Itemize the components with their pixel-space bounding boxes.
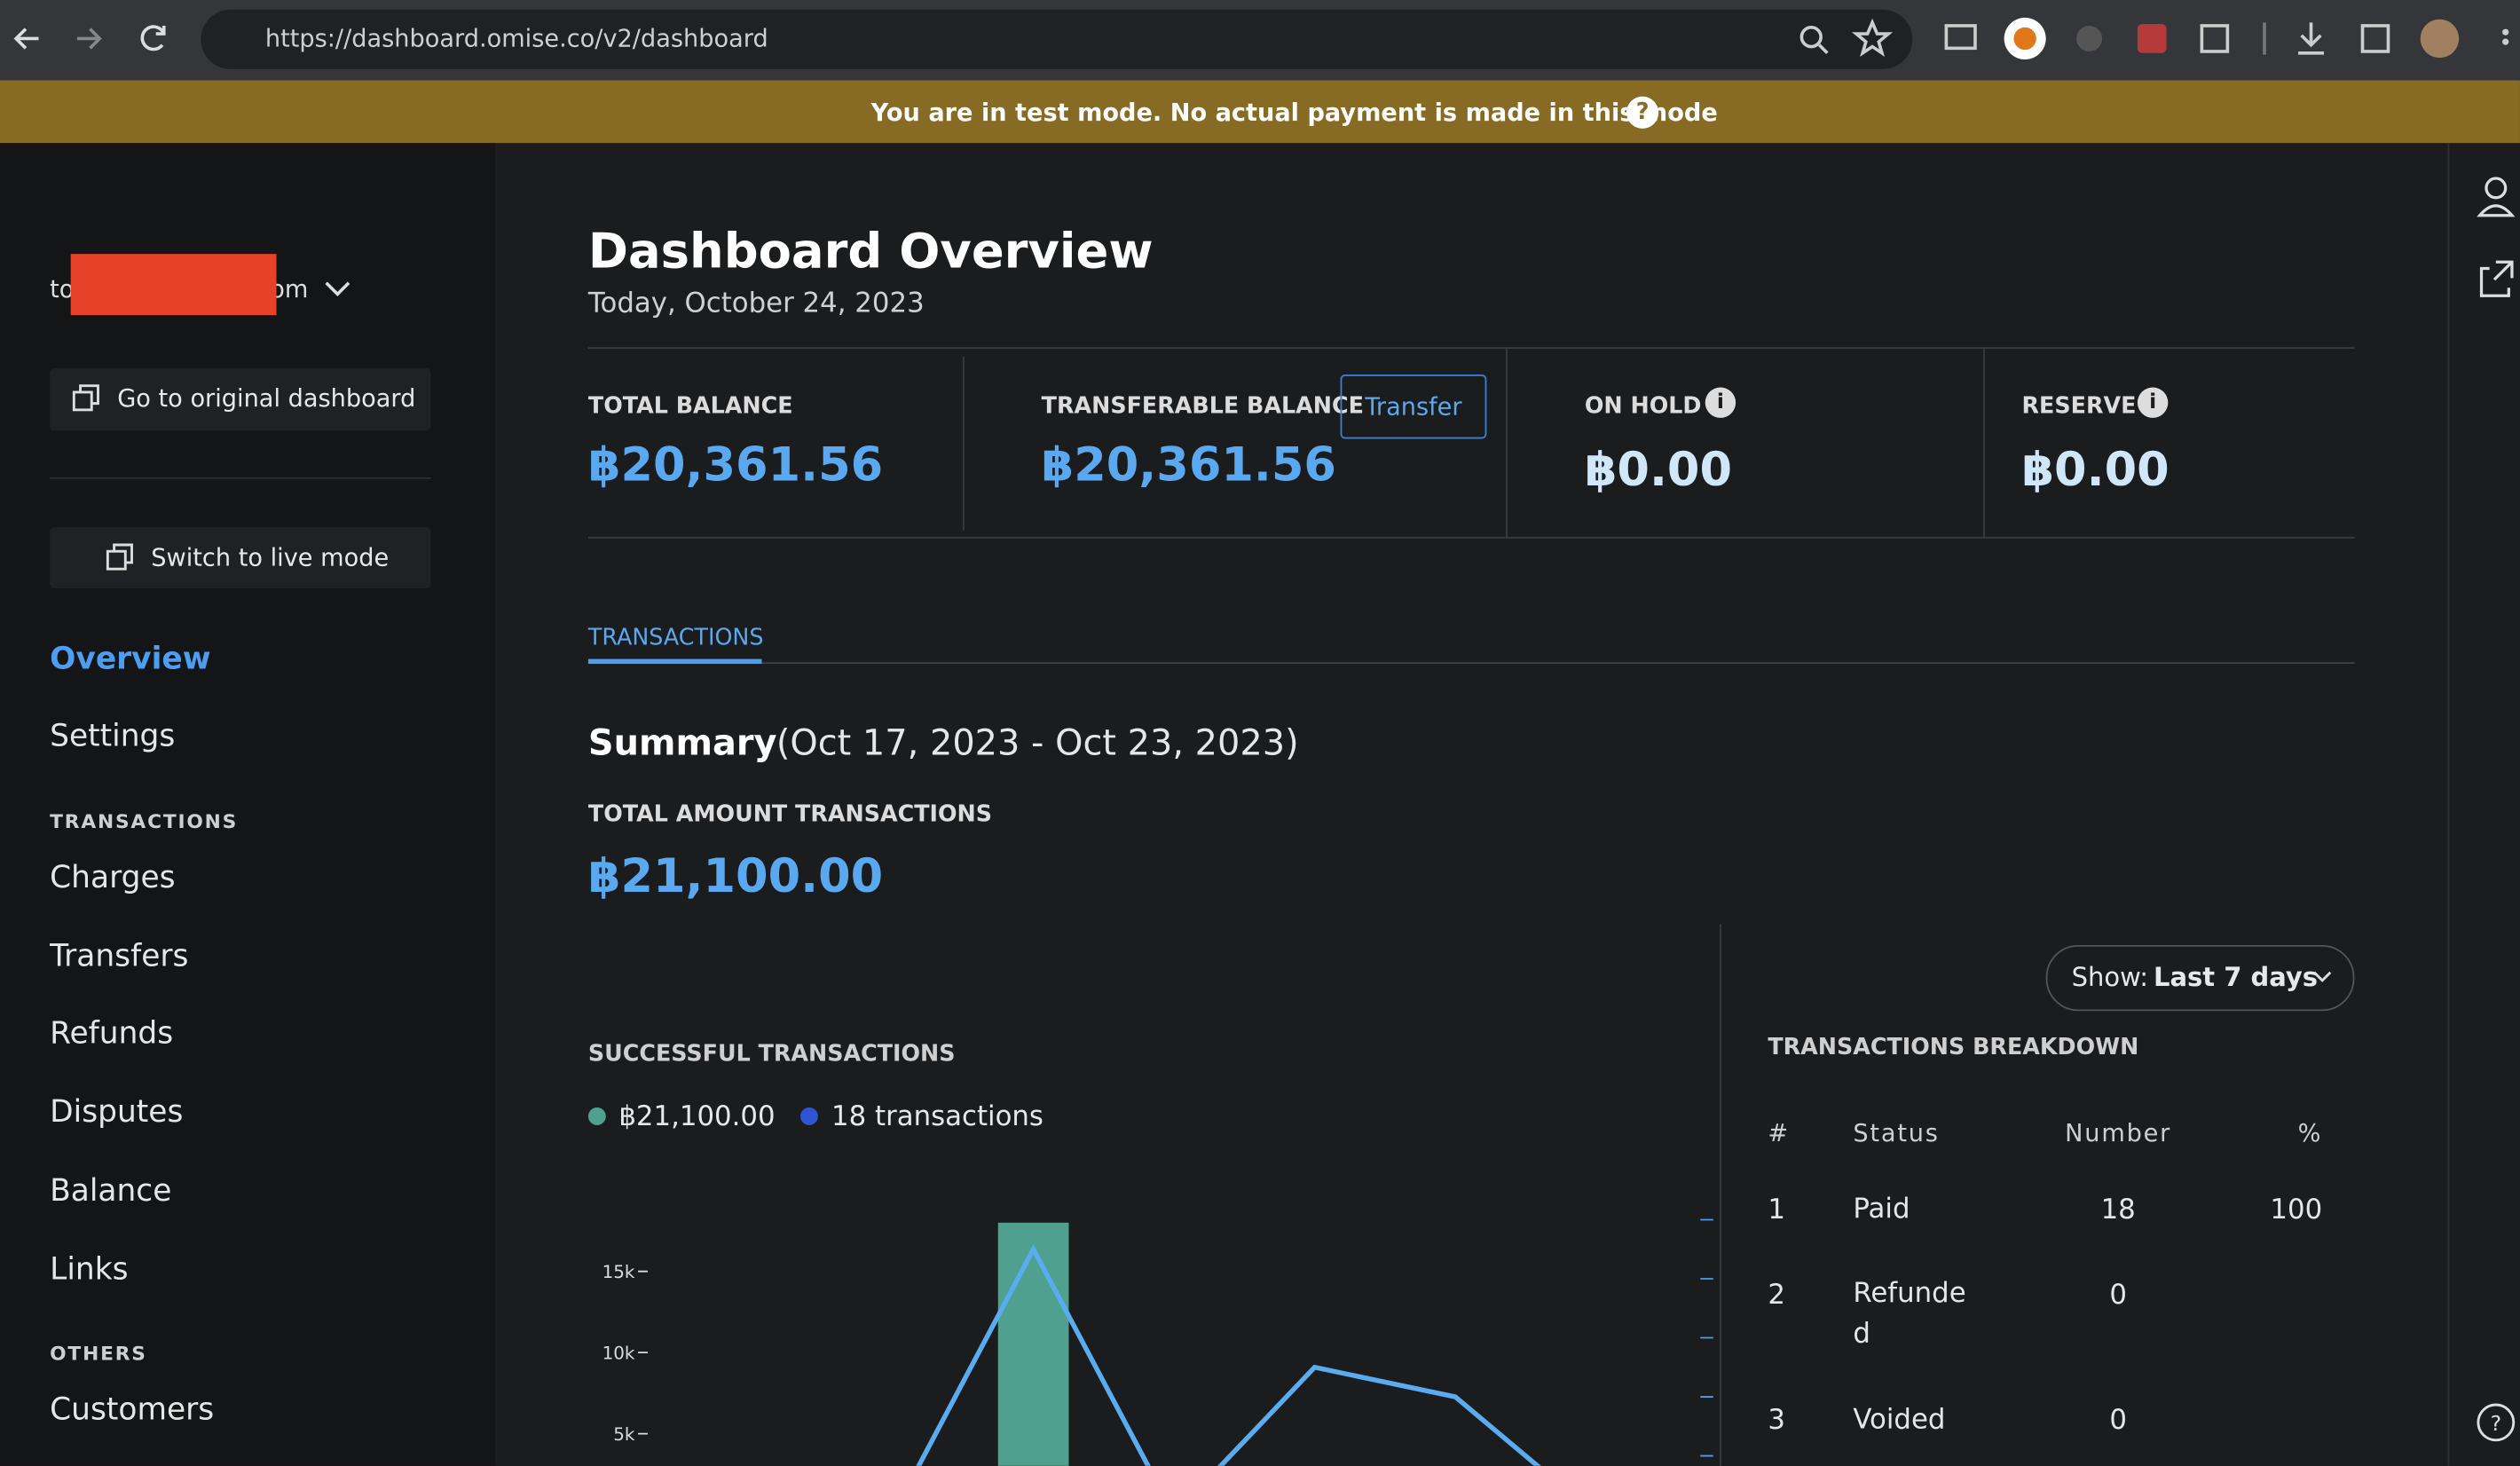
table-header: Status	[1853, 1118, 1940, 1148]
nav-item[interactable]: Charges	[50, 860, 176, 895]
tab[interactable]: TRANSACTIONS	[587, 625, 764, 651]
table-cell: Voided	[1853, 1404, 1946, 1437]
nav-item[interactable]: Overview	[50, 641, 211, 677]
divider	[962, 357, 965, 531]
sidebar	[0, 143, 495, 1466]
table-cell: Refunded	[1853, 1277, 1966, 1351]
table-header: #	[1768, 1118, 1790, 1148]
redaction	[70, 254, 277, 315]
tab-line	[587, 662, 2355, 665]
svg-text:?: ?	[2491, 1411, 2502, 1436]
line	[916, 1243, 1541, 1466]
nav-item[interactable]: Balance	[50, 1173, 172, 1210]
divider	[587, 536, 2355, 539]
balance-amount: ฿20,361.56	[1041, 437, 1336, 493]
divider	[1983, 349, 1985, 537]
y-tick-label: 10k	[602, 1343, 635, 1363]
nav-buttons[interactable]	[0, 0, 177, 81]
info-icon[interactable]: i	[1705, 387, 1736, 418]
page-date: Today, October 24, 2023	[587, 288, 925, 320]
nav-item[interactable]: Settings	[50, 718, 176, 754]
balance-label: ON HOLD	[1584, 393, 1702, 420]
table-cell: 18	[2100, 1194, 2136, 1226]
page-title: Dashboard Overview	[587, 224, 1154, 281]
summary-range: (Oct 17, 2023 - Oct 23, 2023)	[776, 723, 1299, 765]
transfer-button[interactable]: Transfer	[1340, 374, 1487, 439]
legend-label: ฿21,100.00	[618, 1100, 776, 1133]
table-cell: 100	[2270, 1194, 2323, 1226]
live-mode-button[interactable]	[50, 527, 431, 588]
filter-label: Show:	[2071, 962, 2149, 993]
banner-text: You are in test mode. No actual payment …	[870, 98, 1718, 128]
account-chevron[interactable]	[321, 277, 353, 303]
nav-item[interactable]: Disputes	[50, 1094, 184, 1131]
nav-item[interactable]: Customers	[50, 1391, 215, 1428]
help-icon[interactable]: ?	[1626, 96, 1659, 129]
nav-section: TRANSACTIONS	[50, 809, 239, 833]
summary-title: Summary	[587, 723, 777, 765]
table-cell: 3	[1768, 1405, 1785, 1438]
total-label: TOTAL AMOUNT TRANSACTIONS	[587, 801, 993, 828]
nav-section: OTHERS	[50, 1342, 147, 1365]
account-prefix: to	[50, 274, 75, 304]
table-cell: 2	[1768, 1279, 1785, 1312]
balance-amount: ฿20,361.56	[587, 437, 884, 493]
range-select[interactable]	[2045, 944, 2355, 1012]
browser-icons[interactable]	[1784, 12, 2520, 67]
y-tick-label: 5k	[613, 1424, 635, 1445]
breakdown-title: TRANSACTIONS BREAKDOWN	[1768, 1035, 2139, 1061]
table-cell: Paid	[1853, 1193, 1910, 1226]
filter-value[interactable]: Last 7 days	[2154, 962, 2319, 993]
info-icon[interactable]: i	[2137, 387, 2169, 418]
divider	[1506, 349, 1508, 537]
nav-item[interactable]: Transfers	[50, 938, 189, 974]
test-banner	[0, 80, 2520, 144]
legend-dot	[587, 1107, 606, 1125]
window-icon	[72, 384, 99, 412]
balance-label: TRANSFERABLE BALANCE	[1041, 393, 1364, 420]
legend-dot	[800, 1107, 819, 1125]
url-bar[interactable]	[201, 9, 1913, 69]
table-cell: 0	[2109, 1279, 2127, 1312]
window-icon	[106, 543, 133, 571]
balance-label: TOTAL BALANCE	[587, 393, 793, 420]
button-label[interactable]: Switch to live mode	[151, 543, 390, 572]
select-chevron	[2313, 971, 2332, 982]
legend-label: 18 transactions	[831, 1100, 1043, 1133]
button-label[interactable]: Go to original dashboard	[117, 383, 416, 414]
balance-label: RESERVE	[2021, 393, 2137, 420]
y-tick-label: 15k	[602, 1262, 635, 1282]
table-header: %	[2297, 1118, 2323, 1148]
bar	[997, 1222, 1069, 1466]
divider	[50, 477, 431, 479]
rail-border	[2447, 143, 2450, 1466]
chart-title: SUCCESSFUL TRANSACTIONS	[587, 1041, 956, 1068]
table-cell: 1	[1768, 1194, 1785, 1226]
table-cell: 0	[2109, 1405, 2127, 1438]
divider	[587, 347, 2355, 350]
rail-icons[interactable]: ?	[2467, 169, 2520, 1466]
balance-amount: ฿0.00	[2021, 442, 2170, 497]
divider	[1720, 924, 1721, 1466]
url[interactable]: https://dashboard.omise.co/v2/dashboard	[264, 24, 768, 53]
tab-underline	[587, 658, 762, 665]
original-dashboard-button[interactable]	[50, 367, 431, 431]
table-header: Number	[2065, 1118, 2172, 1148]
chart: 5k 10k 15k	[602, 1218, 1713, 1466]
nav-item[interactable]: Refunds	[50, 1015, 174, 1052]
nav-item[interactable]: Links	[50, 1251, 129, 1288]
balance-amount: ฿0.00	[1584, 442, 1733, 497]
total-amount: ฿21,100.00	[587, 848, 884, 903]
